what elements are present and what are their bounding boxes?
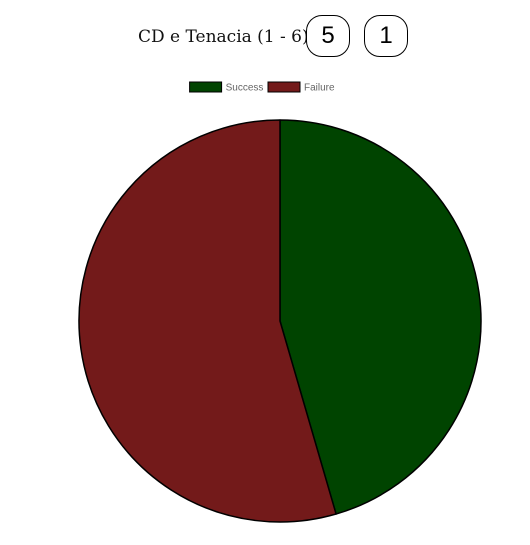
legend-item-success[interactable]: Success bbox=[189, 81, 264, 94]
dice-header: CD e Tenacia (1 - 6): 5 1 bbox=[0, 8, 530, 68]
tenacia-value-box[interactable]: 1 bbox=[364, 15, 408, 57]
pie-chart-container: Success Failure bbox=[0, 70, 530, 540]
legend-label-success: Success bbox=[226, 83, 264, 94]
legend-swatch-failure bbox=[267, 81, 301, 93]
legend-swatch-success bbox=[189, 81, 223, 93]
legend-label-failure: Failure bbox=[304, 83, 335, 94]
pie-slice-failure[interactable] bbox=[78, 119, 337, 523]
legend-item-failure[interactable]: Failure bbox=[267, 81, 335, 94]
cd-value-box[interactable]: 5 bbox=[306, 15, 350, 57]
pie-slice-success[interactable] bbox=[279, 119, 482, 515]
pie-chart: Success Failure bbox=[78, 81, 482, 523]
dice-label: CD e Tenacia (1 - 6): bbox=[138, 27, 315, 47]
